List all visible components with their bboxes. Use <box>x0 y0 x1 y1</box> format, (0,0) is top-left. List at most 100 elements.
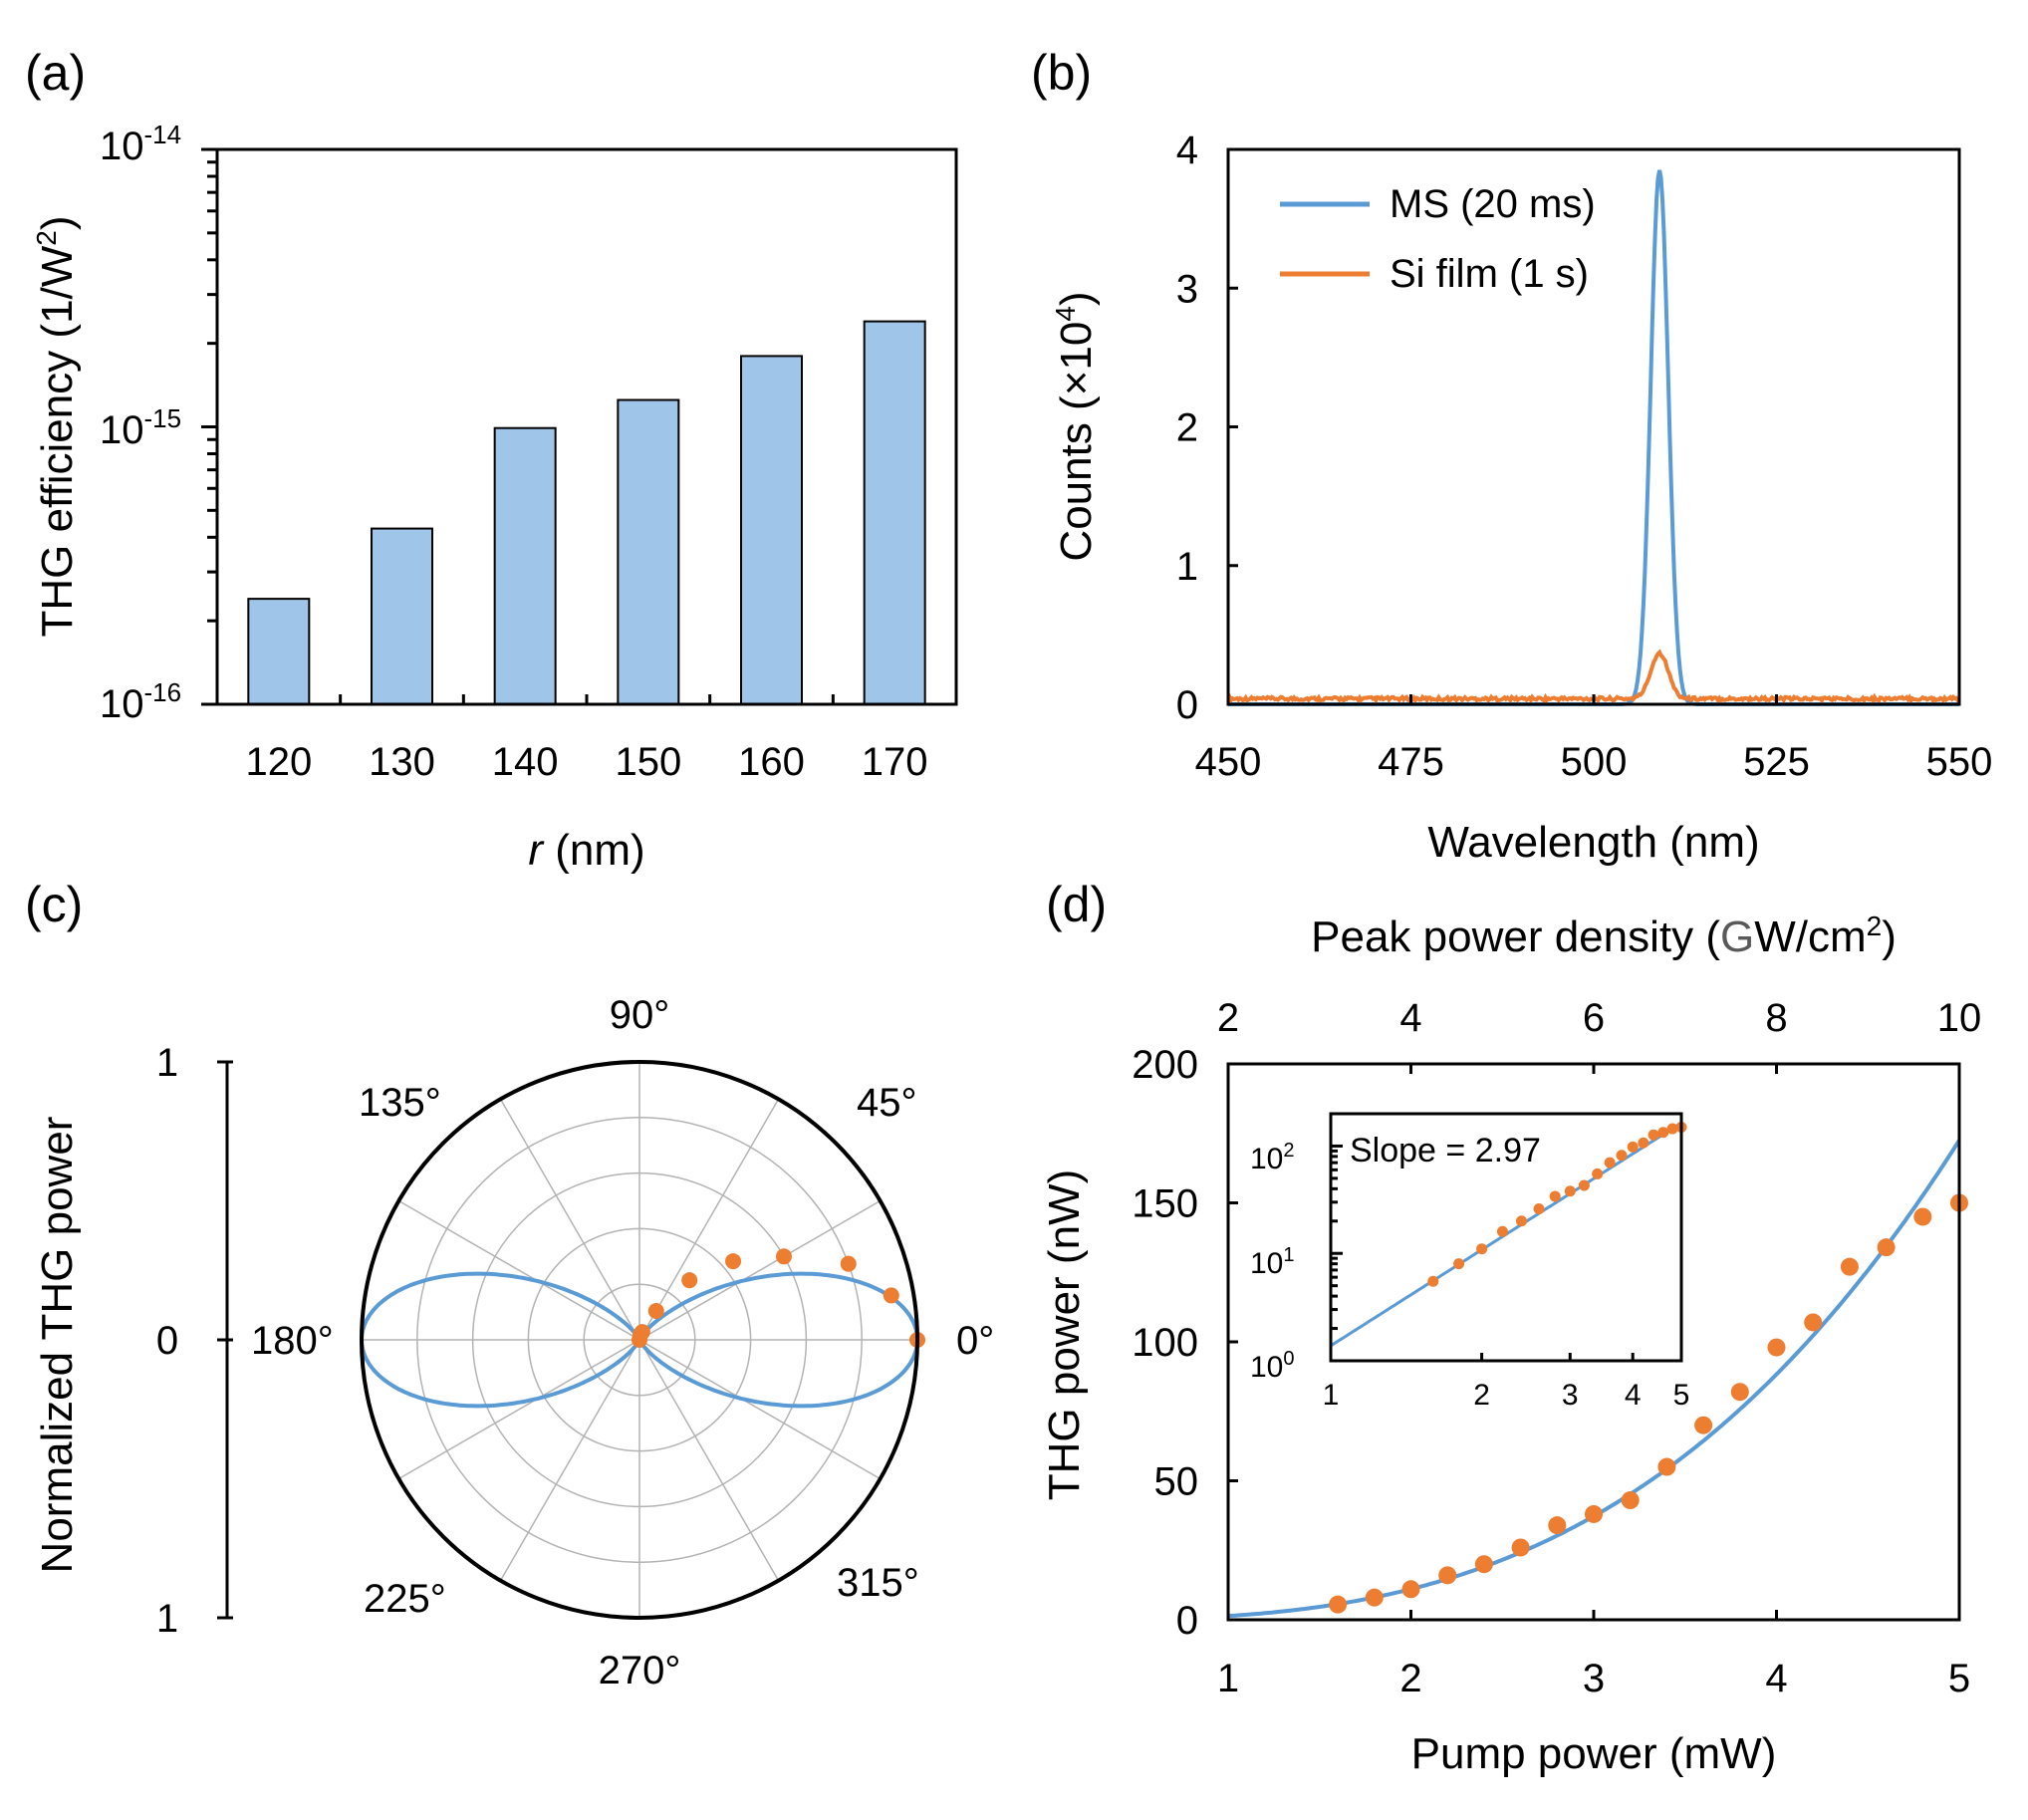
inset-data-point <box>1578 1179 1590 1191</box>
d-y-axis-title: THG power (nW) <box>1040 1170 1089 1500</box>
a-x-axis-title: r (nm) <box>528 826 644 875</box>
b-x-axis-title: Wavelength (nm) <box>1427 818 1759 867</box>
d-xtick-label-2: 2 <box>1399 1657 1421 1700</box>
bar-120 <box>247 598 311 705</box>
d-top-xtick-label-6: 6 <box>1583 996 1605 1040</box>
b-y-axis-title: Counts (×104) <box>1050 291 1101 561</box>
b-ytick-label-2: 2 <box>1176 406 1198 450</box>
d-data-point <box>1804 1313 1823 1332</box>
b-xtick-label-475: 475 <box>1378 740 1444 784</box>
panel-d-label: (d) <box>1046 877 1107 932</box>
c-angle-label-45: 45° <box>857 1081 917 1125</box>
inset-data-point <box>1638 1137 1649 1149</box>
inset-data-point <box>1533 1202 1545 1214</box>
panel-b-plot-frame <box>1226 147 1961 706</box>
d-ytick-label-200: 200 <box>1132 1043 1198 1087</box>
c-angle-label-225: 225° <box>364 1577 446 1621</box>
inset-data-point <box>1549 1190 1561 1202</box>
bar-140 <box>493 426 557 705</box>
d-top-axis-title: Peak power density (GW/cm2) <box>1311 910 1897 961</box>
inset-xtick-label-1: 1 <box>1323 1379 1340 1412</box>
a-xtick-label-140: 140 <box>492 740 559 784</box>
b-xtick-label-450: 450 <box>1195 740 1262 784</box>
inset-data-point <box>1616 1150 1628 1162</box>
c-polar-frame <box>360 1060 919 1620</box>
legend-label-ms: MS (20 ms) <box>1390 182 1596 226</box>
inset-data-point <box>1476 1243 1488 1255</box>
bar-170 <box>863 320 926 705</box>
a-ytick-label-1e-16: 10-16 <box>100 677 181 726</box>
d-data-point <box>1694 1416 1713 1434</box>
inset-xtick-label-3: 3 <box>1562 1379 1579 1412</box>
b-ytick-label-0: 0 <box>1176 683 1198 727</box>
panel-c: (c) Normalized THG power 1 0 1 0° 45° 90… <box>25 877 994 1692</box>
inset-data-point <box>1564 1185 1576 1197</box>
inset-ytick-label-1e2: 102 <box>1250 1140 1295 1175</box>
d-data-point <box>1438 1566 1457 1585</box>
d-data-point <box>1730 1383 1749 1402</box>
d-ytick-label-0: 0 <box>1176 1599 1198 1643</box>
d-ytick-label-150: 150 <box>1132 1182 1198 1226</box>
a-y-axis-title: THG efficiency (1/W2) <box>31 215 82 637</box>
c-data-point <box>647 1303 664 1320</box>
bar-160 <box>740 355 803 705</box>
panel-d: (d) Peak power density (GW/cm2) 1 2 3 4 5050… <box>1040 877 1981 1778</box>
c-data-point <box>883 1287 899 1304</box>
inset-data-point <box>1666 1123 1678 1135</box>
series-line-ms <box>1228 169 1959 706</box>
c-radial-tick-label-bottom: 1 <box>156 1597 178 1641</box>
c-data-point <box>681 1272 698 1289</box>
b-xtick-label-550: 550 <box>1926 740 1993 784</box>
c-angle-label-90: 90° <box>610 993 670 1037</box>
series-line-si-film <box>1226 649 1961 704</box>
c-angle-label-315: 315° <box>837 1561 919 1605</box>
d-top-xtick-label-2: 2 <box>1217 996 1239 1040</box>
a-ytick-label-1e-15: 10-15 <box>100 403 181 452</box>
panel-b-label: (b) <box>1031 45 1092 101</box>
c-data-point <box>840 1255 857 1272</box>
panel-c-label: (c) <box>25 877 83 932</box>
a-xtick-label-120: 120 <box>245 740 312 784</box>
a-xtick-label-170: 170 <box>862 740 928 784</box>
d-top-xtick-label-4: 4 <box>1399 996 1421 1040</box>
b-xtick-label-500: 500 <box>1561 740 1628 784</box>
bar-130 <box>371 527 433 705</box>
c-data-point <box>632 1332 647 1348</box>
d-xtick-label-3: 3 <box>1583 1657 1605 1700</box>
panel-a: (a) 10-14 10-15 10-16 120 130 140 150 160 170… <box>25 45 958 875</box>
d-ytick-label-100: 100 <box>1132 1321 1198 1365</box>
b-ytick-label-3: 3 <box>1176 267 1198 311</box>
legend: MS (20 ms) Si film (1 s) <box>1280 182 1596 296</box>
legend-label-si-film: Si film (1 s) <box>1390 252 1589 296</box>
panel-a-plot-frame <box>215 147 958 706</box>
inset-data-point <box>1657 1127 1669 1139</box>
panel-b: (b) 450 475 500 525 550 0 1 2 3 4 MS (20 ms) Si f… <box>1031 45 1992 867</box>
a-xtick-label-160: 160 <box>738 740 805 784</box>
b-ytick-label-4: 4 <box>1176 129 1198 172</box>
c-radial-tick-label-top: 1 <box>156 1041 178 1085</box>
c-data-point <box>775 1248 792 1265</box>
inset-ytick-label-1e1: 101 <box>1250 1244 1295 1280</box>
inset-data-point <box>1453 1258 1465 1270</box>
d-top-xtick-label-8: 8 <box>1765 996 1787 1040</box>
inset-frame <box>1329 1112 1683 1363</box>
c-data-point <box>725 1253 742 1270</box>
d-x-axis-title: Pump power (mW) <box>1411 1729 1777 1778</box>
inset-ytick-label-1e0: 100 <box>1250 1348 1295 1384</box>
inset-data-point <box>1592 1168 1604 1179</box>
c-angle-label-135: 135° <box>359 1081 441 1125</box>
d-data-point <box>1511 1538 1530 1557</box>
inset-data-point <box>1496 1225 1508 1237</box>
a-xtick-label-150: 150 <box>615 740 681 784</box>
bar-150 <box>617 398 680 705</box>
d-data-point <box>1365 1588 1384 1607</box>
panel-a-label: (a) <box>25 45 86 101</box>
d-data-point <box>1840 1257 1859 1276</box>
c-radial-tick-label-mid: 0 <box>156 1319 178 1363</box>
d-top-xtick-label-10: 10 <box>1937 996 1982 1040</box>
a-xtick-label-130: 130 <box>369 740 435 784</box>
b-xtick-label-525: 525 <box>1743 740 1810 784</box>
d-data-point <box>1329 1595 1348 1614</box>
